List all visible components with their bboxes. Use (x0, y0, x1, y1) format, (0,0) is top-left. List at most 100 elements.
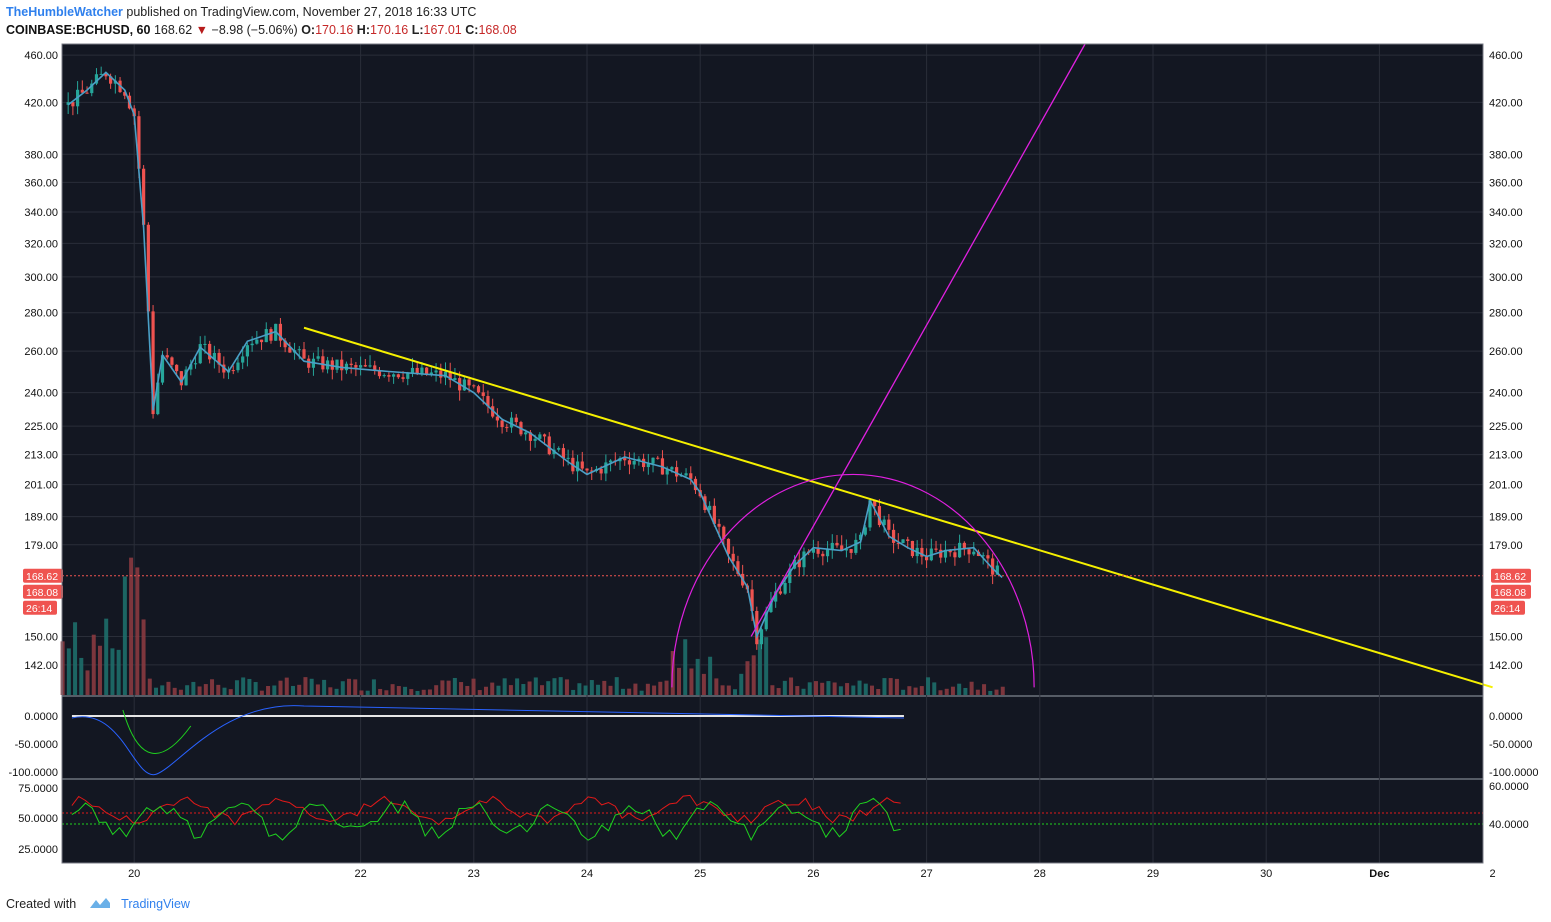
low-label: L: (411, 23, 424, 37)
x-tick-label: Dec (1369, 868, 1389, 880)
candle-body (675, 467, 679, 477)
y-tick-label-right: 240.00 (1489, 388, 1523, 400)
volume-bar (315, 684, 320, 695)
candle-body (811, 548, 815, 553)
y-tick-label-left: 189.00 (24, 512, 58, 524)
candle-body (590, 470, 594, 472)
volume-bar (322, 679, 327, 695)
tradingview-link[interactable]: TradingView (121, 897, 190, 911)
volume-bar (994, 689, 999, 695)
candle-body (354, 365, 358, 368)
author-link[interactable]: TheHumbleWatcher (6, 5, 123, 19)
candle-body (387, 375, 391, 377)
candle-body (415, 367, 419, 374)
price-change: −8.98 (−5.06%) (211, 23, 298, 37)
candle-body (646, 463, 650, 468)
candle-body (943, 549, 948, 558)
volume-bar (303, 677, 308, 695)
osc2-tick-left: 75.0000 (18, 783, 58, 795)
candle-body (708, 505, 712, 511)
volume-bar (683, 639, 688, 695)
candle-body (212, 352, 216, 360)
volume-bar (521, 684, 526, 695)
volume-bar (577, 683, 582, 695)
candle-body (981, 555, 985, 557)
candle-body (882, 519, 886, 526)
volume-bar (334, 688, 339, 695)
candle-body (231, 370, 235, 372)
price-label-badge-right (1491, 568, 1531, 583)
y-tick-label-right: 280.00 (1489, 308, 1523, 320)
candle-body (623, 458, 627, 461)
price-chart[interactable]: 20222324252627282930Dec218:0460.00460.00… (0, 40, 1551, 890)
candle-body (236, 362, 240, 371)
volume-bar (813, 681, 818, 695)
candle-body (642, 458, 646, 468)
candle-body (132, 108, 136, 117)
volume-bar (950, 686, 955, 695)
candle-body (90, 83, 94, 94)
volume-bar (708, 656, 713, 695)
volume-bar (689, 668, 694, 695)
candle-body (278, 323, 283, 341)
candle-body (165, 355, 169, 358)
volume-bar (483, 686, 488, 695)
y-tick-label-right: 420.00 (1489, 97, 1523, 109)
candle-body (104, 73, 108, 77)
fib-arc (671, 473, 1035, 688)
candle-body (788, 568, 792, 584)
chart-header: TheHumbleWatcher published on TradingVie… (6, 3, 517, 39)
volume-bar (701, 673, 706, 695)
y-tick-label-right: 340.00 (1489, 207, 1523, 219)
price-label-badge-right (1491, 600, 1525, 615)
y-tick-label-left: 300.00 (24, 272, 58, 284)
volume-bar (116, 649, 121, 695)
volume-bar (639, 690, 644, 695)
volume-bar (465, 685, 470, 695)
candle-body (283, 340, 287, 348)
volume-bar (757, 639, 762, 695)
osc2-line-green (71, 797, 901, 842)
y-tick-label-left: 260.00 (24, 346, 58, 358)
y-tick-label-right: 380.00 (1489, 149, 1523, 161)
volume-bar (726, 685, 731, 695)
volume-bar (384, 690, 389, 695)
volume-bar (963, 687, 968, 695)
volume-bar (602, 680, 607, 695)
candle-body (481, 392, 485, 397)
volume-bar (838, 686, 843, 695)
volume-bar (396, 686, 401, 695)
volume-bar (926, 677, 931, 695)
volume-bar (571, 689, 576, 695)
candle-body (575, 461, 580, 472)
volume-bar (347, 678, 352, 695)
price-label-text-left: 168.08 (26, 587, 58, 599)
candle-body (425, 367, 429, 375)
x-tick-label: 30 (1260, 868, 1272, 880)
candle-body (849, 549, 853, 553)
candle-body (170, 357, 174, 365)
volume-bar (353, 679, 358, 695)
candle-body (891, 529, 896, 543)
volume-bar (658, 681, 663, 695)
candle-body (722, 526, 726, 539)
candle-body (500, 420, 504, 428)
y-tick-label-left: 420.00 (24, 97, 58, 109)
volume-bar (596, 684, 601, 695)
candle-body (184, 369, 188, 386)
volume-bar (1000, 686, 1005, 695)
volume-bar (913, 687, 918, 695)
candle-body (910, 540, 915, 557)
volume-bar (110, 648, 115, 695)
osc2-tick-left: 25.0000 (18, 844, 58, 856)
candle-body (401, 377, 405, 379)
volume-bar (210, 679, 215, 695)
volume-bar (826, 681, 831, 695)
volume-bar (515, 678, 520, 695)
volume-bar (440, 680, 445, 695)
volume-bar (371, 679, 376, 695)
volume-bar (552, 678, 557, 695)
volume-bar (919, 686, 924, 695)
y-tick-label-right: 201.00 (1489, 480, 1523, 492)
osc2-line-red (71, 794, 901, 826)
